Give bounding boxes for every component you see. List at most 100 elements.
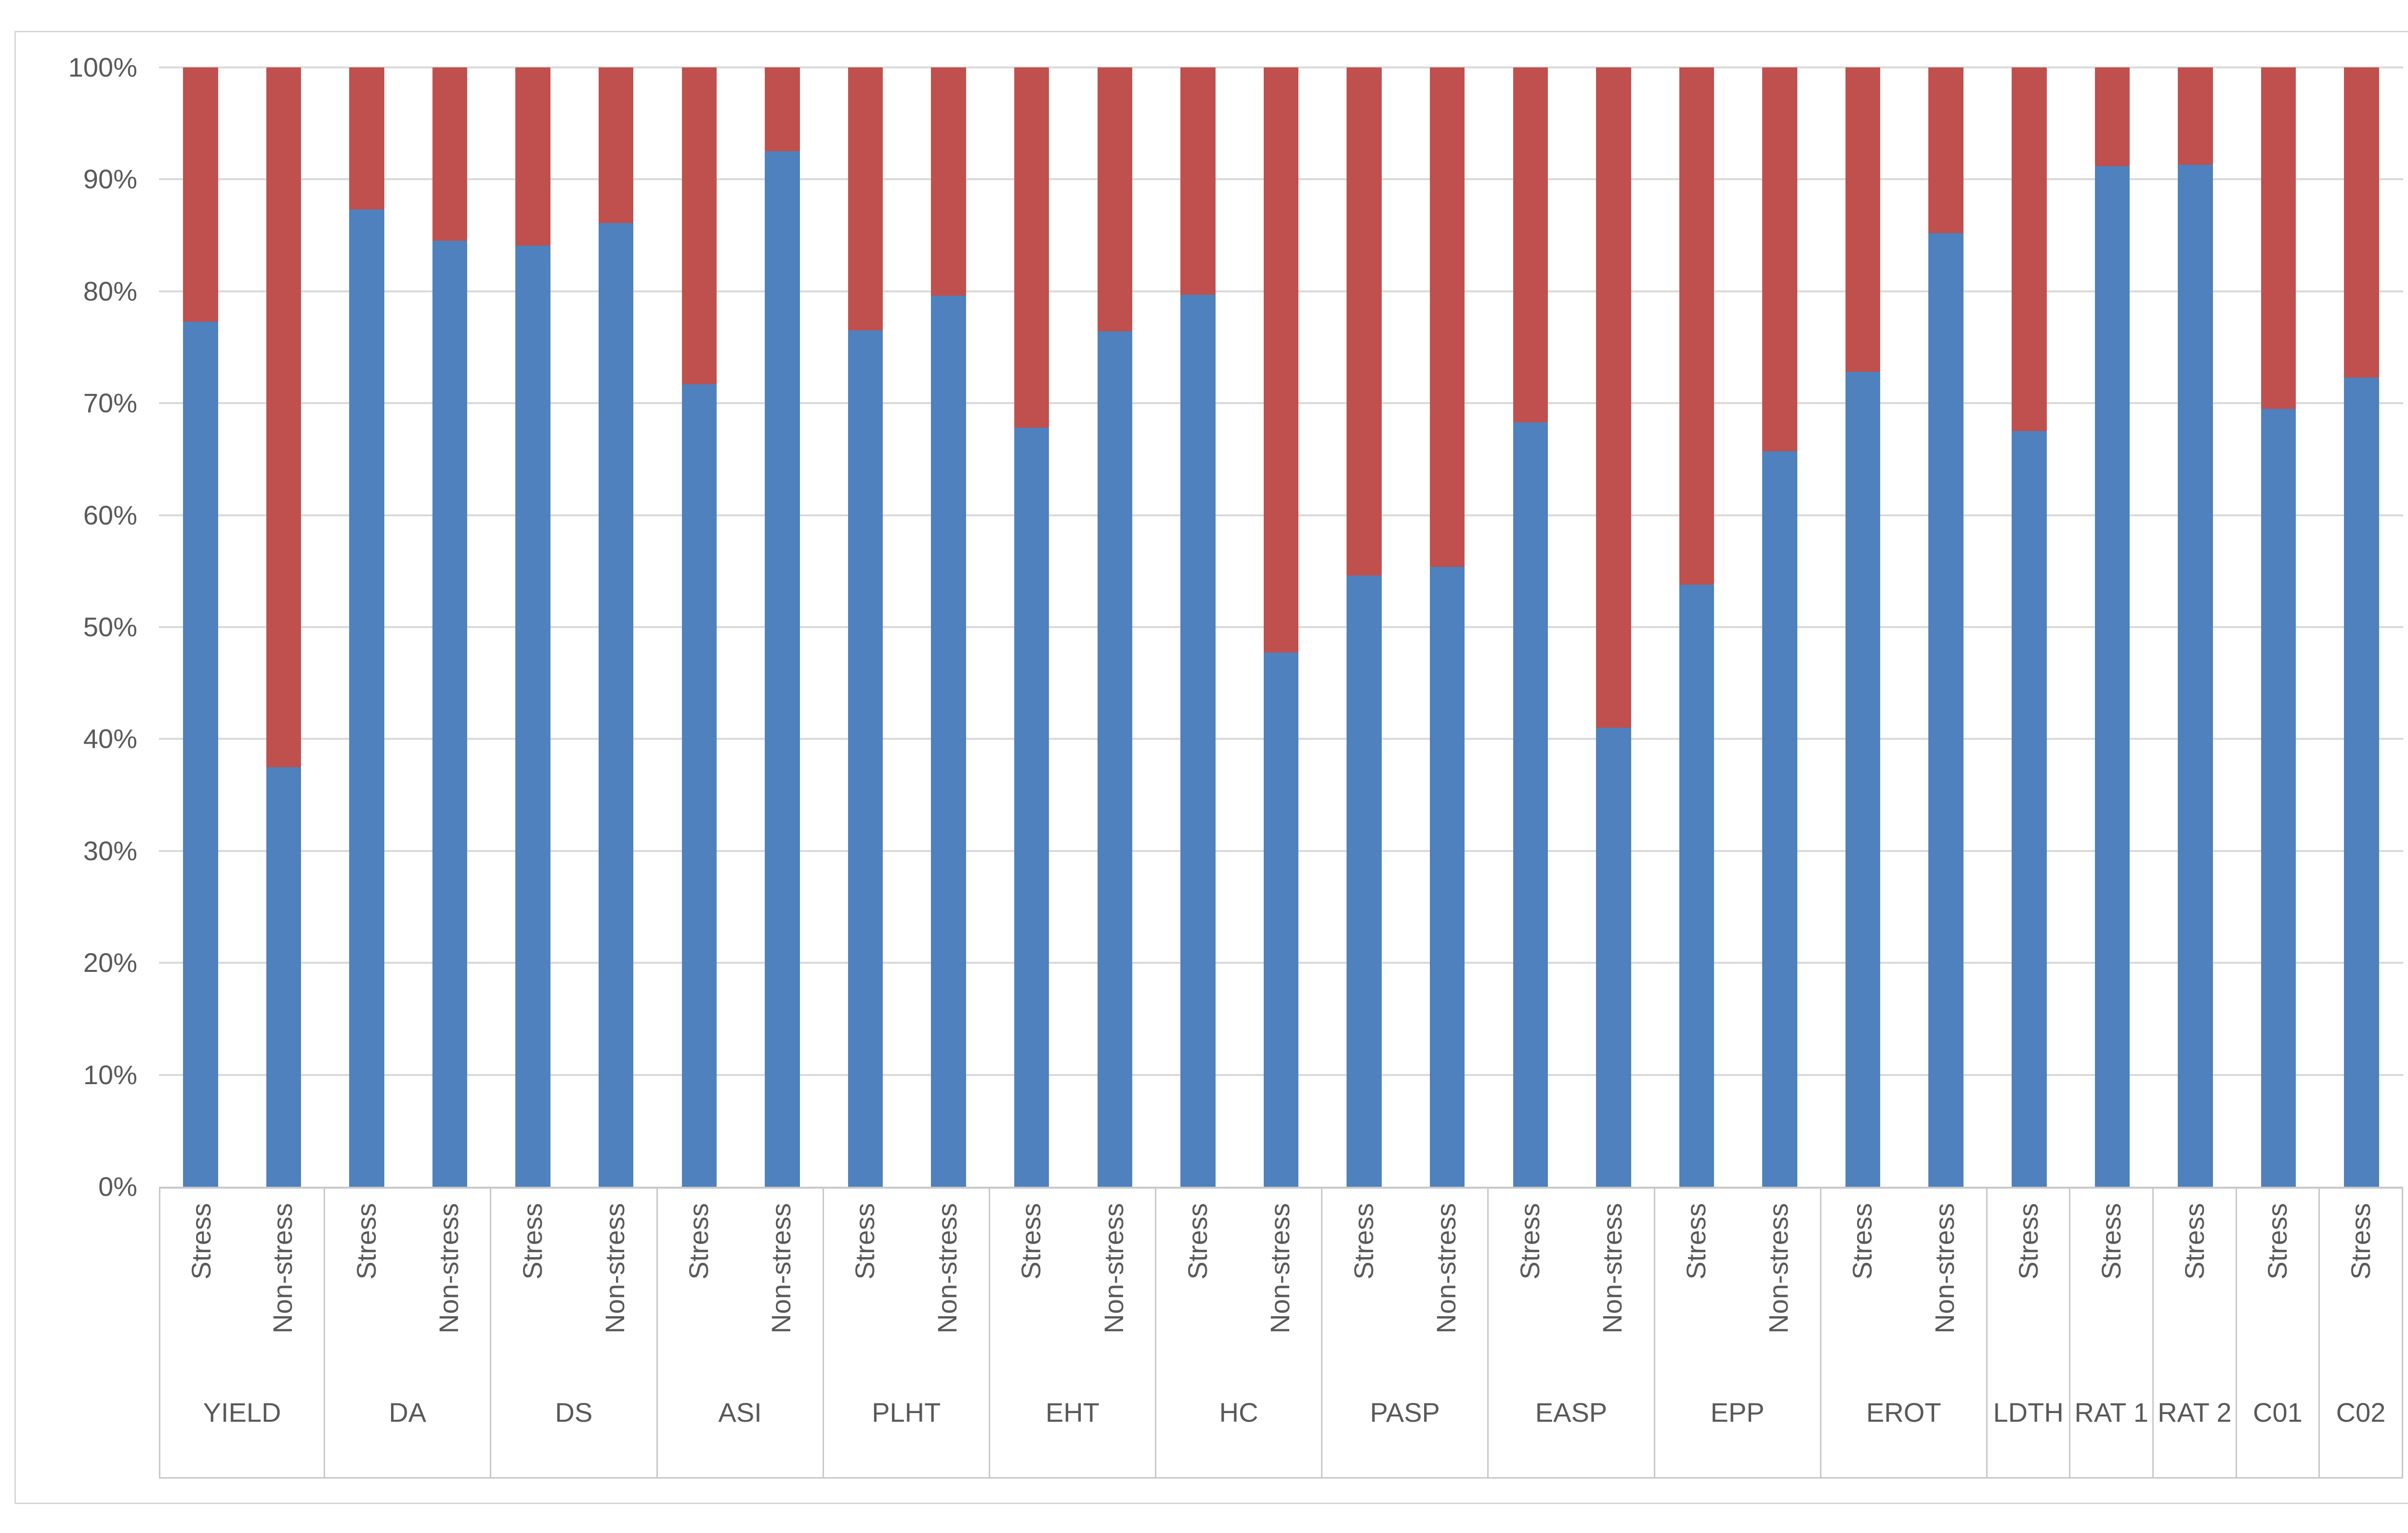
- bar: [1596, 67, 1631, 1187]
- bar-additive-segment: [931, 296, 966, 1187]
- bar-non-additive-segment: [2178, 67, 2213, 165]
- x-axis-tick-label: Non-stress: [766, 1203, 797, 1334]
- x-axis-group-label-row: EHT: [990, 1390, 1155, 1477]
- x-axis-group-label: EASP: [1535, 1397, 1608, 1428]
- x-axis-tick-cell: Stress: [2070, 1189, 2152, 1390]
- bar: [599, 67, 634, 1187]
- x-axis-tick-row: Stress: [2070, 1189, 2152, 1390]
- x-axis-tick-cell: Non-stress: [574, 1189, 656, 1390]
- x-axis-tick-row: Stress Non-stress: [1322, 1189, 1487, 1390]
- x-axis-group-label-row: HC: [1156, 1390, 1321, 1477]
- x-axis-group-EROT: Stress Non-stress EROT: [1821, 1189, 1988, 1477]
- x-axis-tick-label: Non-stress: [599, 1203, 630, 1334]
- x-axis-group-EHT: Stress Non-stress EHT: [990, 1189, 1157, 1477]
- x-axis-tick-label: Non-stress: [1430, 1203, 1461, 1334]
- bar: [2344, 67, 2379, 1187]
- x-axis-tick-cell: Stress: [1156, 1189, 1239, 1390]
- x-axis-tick-row: Stress: [2320, 1189, 2402, 1390]
- bar-additive-segment: [599, 223, 634, 1187]
- bar-slot-ASI-Non-stress: [741, 67, 824, 1187]
- bar-non-additive-segment: [1845, 67, 1881, 372]
- y-axis-tick-label: 30%: [83, 835, 137, 866]
- x-axis-group-C02: Stress C02: [2320, 1189, 2403, 1477]
- x-axis-group-label: EHT: [1045, 1397, 1099, 1428]
- bar-slot-EPP-Stress: [1655, 67, 1739, 1187]
- x-axis-tick-cell: Stress: [824, 1189, 906, 1390]
- x-axis-group-label: C01: [2253, 1397, 2303, 1428]
- bar-non-additive-segment: [599, 67, 634, 223]
- x-axis-group-label-row: PLHT: [824, 1390, 989, 1477]
- x-axis-tick-label: Non-stress: [267, 1203, 298, 1334]
- x-axis-group-C01: Stress C01: [2237, 1189, 2320, 1477]
- x-axis-tick-label: Non-stress: [1597, 1203, 1628, 1334]
- bar-non-additive-segment: [1928, 67, 1963, 233]
- bar: [1928, 67, 1963, 1187]
- x-axis-group-LDTH: Stress LDTH: [1988, 1189, 2071, 1477]
- x-axis-table: Stress Non-stress YIELD Stress Non-stress DA S…: [159, 1187, 2403, 1479]
- x-axis-tick-cell: Stress: [160, 1189, 242, 1390]
- x-axis-group-label: DA: [389, 1397, 427, 1428]
- x-axis-group-label-row: RAT 2: [2154, 1390, 2236, 1477]
- bar: [848, 67, 883, 1187]
- bar-additive-segment: [1097, 331, 1133, 1187]
- bar-non-additive-segment: [1347, 67, 1382, 576]
- bar-non-additive-segment: [2344, 67, 2379, 378]
- bar-slot-EROT-Stress: [1821, 67, 1905, 1187]
- x-axis-group-label-row: YIELD: [160, 1390, 324, 1477]
- x-axis-tick-cell: Non-stress: [1571, 1189, 1653, 1390]
- x-axis-group-RAT 1: Stress RAT 1: [2070, 1189, 2154, 1477]
- bar-additive-segment: [266, 767, 301, 1187]
- x-axis-tick-label: Stress: [683, 1203, 714, 1280]
- bar-slot-HC-Stress: [1156, 67, 1240, 1187]
- bar-non-additive-segment: [349, 67, 384, 210]
- x-axis-group-label-row: C01: [2237, 1390, 2319, 1477]
- x-axis-tick-cell: Stress: [325, 1189, 407, 1390]
- bar-additive-segment: [2012, 431, 2047, 1187]
- x-axis-group-DS: Stress Non-stress DS: [491, 1189, 658, 1477]
- y-axis-tick-label: 10%: [83, 1059, 137, 1090]
- bar-additive-segment: [1762, 451, 1797, 1187]
- bar-non-additive-segment: [931, 67, 966, 296]
- x-axis-tick-row: Stress: [2237, 1189, 2319, 1390]
- bar-additive-segment: [2261, 408, 2296, 1187]
- bar-slot-DA-Non-stress: [408, 67, 492, 1187]
- bar-non-additive-segment: [515, 67, 550, 246]
- bar-slot-ASI-Stress: [658, 67, 741, 1187]
- bar-slot-DS-Non-stress: [575, 67, 658, 1187]
- x-axis-tick-label: Stress: [2345, 1203, 2376, 1280]
- x-axis-tick-label: Stress: [2179, 1203, 2210, 1280]
- x-axis-tick-cell: Stress: [1821, 1189, 1904, 1390]
- y-axis-tick-label: 80%: [83, 275, 137, 306]
- bar-non-additive-segment: [1679, 67, 1714, 585]
- x-axis-group-label-row: EROT: [1821, 1390, 1986, 1477]
- bar-slot-PASP-Non-stress: [1406, 67, 1489, 1187]
- bar-additive-segment: [2344, 377, 2379, 1187]
- x-axis-group-label: RAT 1: [2074, 1397, 2149, 1428]
- x-axis-tick-cell: Non-stress: [1738, 1189, 1820, 1390]
- bar-slot-EASP-Stress: [1489, 67, 1572, 1187]
- bar-non-additive-segment: [432, 67, 468, 241]
- x-axis-tick-label: Stress: [1348, 1203, 1379, 1280]
- y-axis-tick-label: 70%: [83, 388, 137, 419]
- bar-additive-segment: [1180, 294, 1216, 1187]
- x-axis-tick-label: Stress: [1016, 1203, 1047, 1280]
- bar-slot-HC-Non-stress: [1240, 67, 1323, 1187]
- x-axis-tick-cell: Non-stress: [1405, 1189, 1487, 1390]
- x-axis-group-label: YIELD: [203, 1397, 281, 1428]
- bar-additive-segment: [1014, 428, 1049, 1187]
- bar-slot-DS-Stress: [491, 67, 575, 1187]
- bar-additive-segment: [1513, 422, 1548, 1187]
- x-axis-tick-label: Non-stress: [1264, 1203, 1295, 1334]
- y-axis-tick-label: 60%: [83, 499, 137, 530]
- x-axis-group-label: PASP: [1370, 1397, 1440, 1428]
- x-axis-group-label-row: RAT 1: [2070, 1390, 2152, 1477]
- y-axis-tick-label: 40%: [83, 723, 137, 754]
- bar-additive-segment: [2094, 166, 2130, 1187]
- x-axis-tick-cell: Stress: [990, 1189, 1073, 1390]
- x-axis-group-label: DS: [555, 1397, 593, 1428]
- x-axis-tick-cell: Non-stress: [906, 1189, 989, 1390]
- x-axis-tick-cell: Stress: [658, 1189, 740, 1390]
- bar-non-additive-segment: [266, 67, 301, 767]
- bar-additive-segment: [2178, 165, 2213, 1187]
